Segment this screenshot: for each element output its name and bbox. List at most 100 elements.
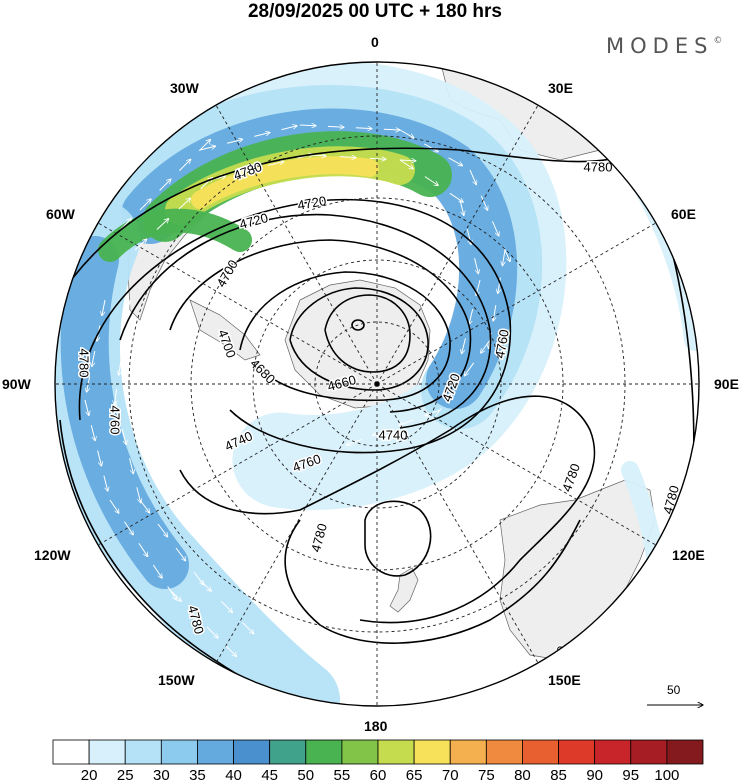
height-contour-line (119, 213, 492, 429)
lon-label-30w: 30W (170, 80, 199, 96)
colorbar-swatch (269, 739, 307, 765)
wind-vector-arrow (448, 157, 463, 166)
colorbar-label: 70 (442, 767, 459, 782)
wind-vector-arrow (346, 439, 362, 445)
antarctic-peninsula (189, 299, 261, 361)
wind-vector-arrow (238, 169, 255, 174)
colorbar-label: 55 (334, 767, 351, 782)
jet-fringe-25 (629, 169, 699, 351)
wind-vector-arrow (103, 475, 108, 492)
lon-label-120e: 120E (672, 547, 705, 563)
antarctica-landmass (284, 279, 431, 409)
wind-vector-arrow (152, 564, 162, 578)
contour-label: 4760 (108, 406, 123, 435)
height-contour-line (364, 500, 432, 577)
wind-vector-arrow (139, 499, 150, 513)
lon-label-90e: 90E (714, 376, 739, 392)
contour-label: 4720 (296, 193, 327, 213)
colorbar-swatch (52, 739, 90, 765)
map-boundary (54, 61, 700, 707)
colorbar-label: 75 (478, 767, 495, 782)
height-contour-line (55, 147, 641, 331)
colorbar-swatch (197, 739, 234, 765)
lon-label-150e: 150E (548, 672, 581, 688)
wind-vector-arrow (227, 139, 243, 144)
pole-marker (374, 381, 380, 387)
colorbar-swatch (522, 739, 559, 765)
wind-vector-arrow (254, 133, 270, 137)
colorbar-label: 50 (297, 767, 314, 782)
wind-vector-arrow (503, 246, 510, 262)
contour-label: 4740 (379, 427, 408, 442)
colorbar-label: 80 (514, 767, 531, 782)
wind-vector-arrow (134, 239, 147, 251)
colorbar-label: 35 (189, 767, 206, 782)
wind-vector-arrow (355, 128, 372, 129)
lon-label-120w: 120W (34, 547, 71, 563)
wind-vector-arrow (121, 428, 126, 445)
wind-vector-arrow (268, 162, 284, 166)
wind-vector-arrow (123, 329, 125, 346)
wind-vector-arrow (84, 399, 89, 416)
wind-vectors (84, 125, 510, 656)
wind-vector-arrow (424, 176, 438, 186)
wind-vector-arrow (299, 125, 316, 126)
colorbar-swatch (305, 739, 343, 765)
wind-vector-arrow (139, 199, 151, 211)
wind-vector-arrow (480, 195, 487, 211)
wind-vector-arrow (97, 450, 102, 466)
wind-vector-arrow (425, 409, 441, 416)
wind-vector-arrow (369, 158, 386, 159)
colorbar-label: 60 (370, 767, 387, 782)
brand-mark: © (713, 36, 723, 46)
contour-label: 4780 (308, 522, 330, 554)
wind-vector-arrow (399, 160, 416, 161)
wind-vector-arrow (281, 126, 297, 131)
colorbar-swatch (485, 739, 523, 765)
brand-logo: MODES© (606, 34, 722, 58)
wind-vector-arrow (459, 199, 464, 216)
jet-arc-40 (60, 236, 189, 589)
graticule (55, 62, 699, 706)
colorbar-swatch (413, 739, 451, 765)
height-contour-line (239, 271, 451, 402)
wind-vector-arrow (373, 429, 388, 436)
wind-vector-arrow (109, 499, 119, 513)
contour-label: 4780 (584, 159, 613, 174)
lon-label-180: 180 (364, 718, 388, 734)
height-contour-line (289, 287, 429, 391)
wind-vector-arrow (102, 299, 106, 316)
lon-label-60e: 60E (671, 206, 696, 222)
wind-vector-arrow (90, 425, 95, 441)
wind-vector-arrow (178, 198, 191, 210)
wind-vector-arrow (92, 350, 96, 367)
wind-vector-arrow (327, 126, 344, 127)
wind-vector-arrow (399, 419, 414, 426)
lon-label-0: 0 (371, 34, 379, 50)
wind-vector-arrow (128, 299, 130, 316)
colorbar-label: 65 (406, 767, 423, 782)
contour-label: 4680 (247, 356, 278, 387)
colorbar-swatch (341, 739, 379, 765)
colorbar-label: 40 (225, 767, 242, 782)
wind-vector-arrow (462, 338, 466, 354)
lon-label-30e: 30E (548, 80, 573, 96)
lon-label-60w: 60W (46, 206, 75, 222)
colorbar-swatch (558, 739, 596, 765)
latitude-circle (252, 259, 502, 509)
colorbar-label: 100 (654, 767, 679, 782)
wind-vector-arrow (175, 547, 186, 561)
brand-name: MODES (606, 34, 714, 58)
wind-vector-arrow (124, 521, 133, 535)
colorbar-swatch (666, 739, 704, 765)
wind-vector-arrow (119, 359, 121, 375)
colorbar-swatch (594, 739, 632, 765)
wind-vector-arrow (188, 608, 199, 619)
wind-vector-arrow (469, 308, 474, 325)
colorbar-label: 30 (153, 767, 170, 782)
wind-vector-arrow (491, 221, 498, 236)
colorbar-swatch (377, 739, 415, 765)
wind-vector-arrow (138, 542, 148, 556)
wind-vector-arrow (469, 169, 476, 185)
